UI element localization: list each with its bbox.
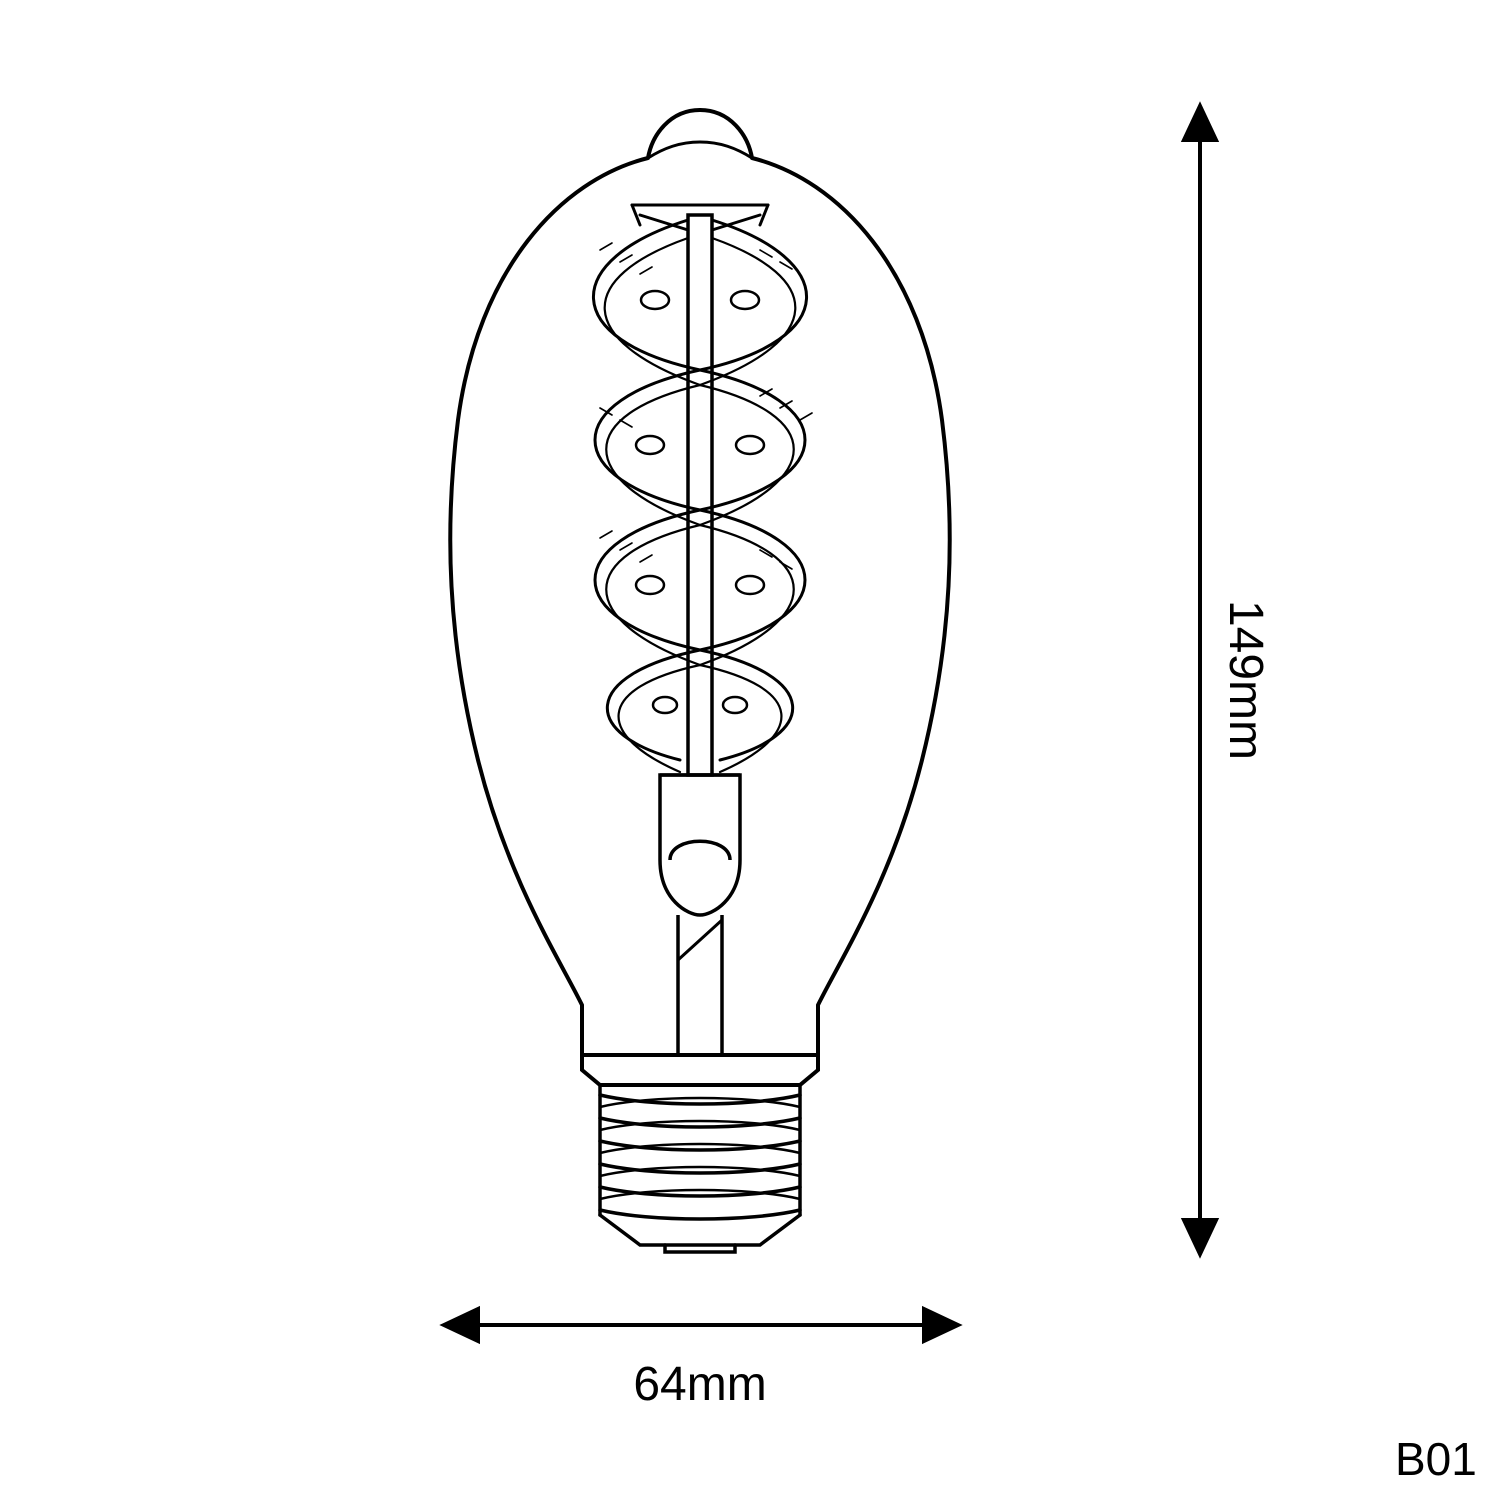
bulb-neck <box>582 1055 818 1085</box>
bulb-dimension-diagram: 149mm 64mm B01 <box>0 0 1500 1500</box>
screw-base <box>600 1085 800 1252</box>
dimension-height-label: 149mm <box>1219 600 1272 760</box>
dimension-width: 64mm <box>444 1309 958 1411</box>
dimension-width-label: 64mm <box>633 1358 766 1411</box>
model-code-label: B01 <box>1395 1433 1477 1485</box>
spiral-filament <box>593 205 812 772</box>
filament-stem <box>660 215 740 1055</box>
dimension-height: 149mm <box>1184 106 1272 1254</box>
